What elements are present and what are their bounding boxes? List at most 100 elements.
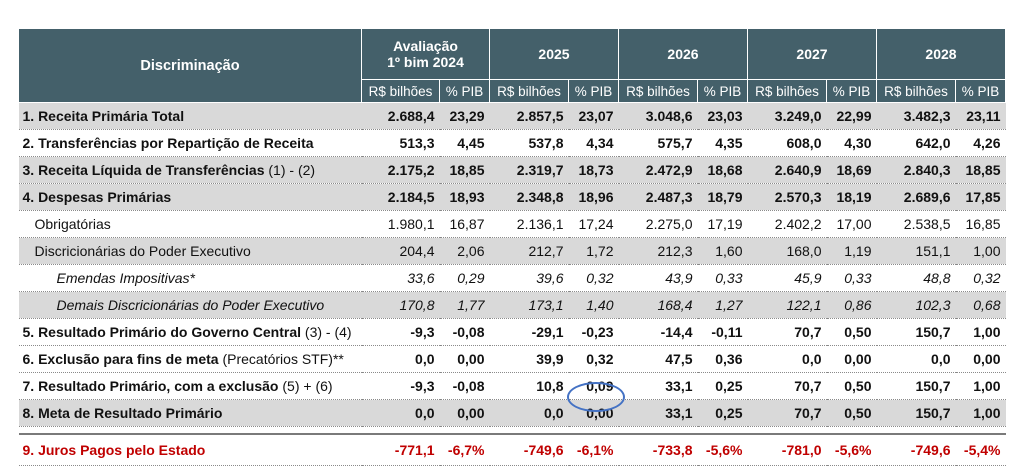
cell-rs-bilhoes: 122,1 — [747, 291, 827, 319]
table-row: 1. Receita Primária Total 2.688,4 23,29 2.8… — [18, 102, 1006, 130]
cell-rs-bilhoes: -29,1 — [489, 318, 569, 346]
cell-rs-bilhoes: 170,8 — [361, 291, 440, 319]
cell-pct-pib: 2,06 — [439, 237, 490, 265]
cell-pct-pib: 0,33 — [826, 264, 877, 292]
cell-rs-bilhoes: 33,1 — [618, 372, 698, 400]
cell-rs-bilhoes: 575,7 — [618, 129, 698, 157]
cell-rs-bilhoes: 173,1 — [489, 291, 569, 319]
separator-cell — [489, 426, 569, 434]
juros-rs-bilhoes: -771,1 — [361, 433, 440, 466]
row-label-text: 2. Transferências por Repartição de Rece… — [22, 135, 314, 151]
row-label-text: 4. Despesas Primárias — [22, 189, 172, 205]
row-label: 3. Receita Líquida de Transferências (1)… — [18, 156, 362, 184]
cell-rs-bilhoes: 3.482,3 — [876, 102, 956, 130]
row-label: 4. Despesas Primárias — [18, 183, 362, 211]
table-row: 5. Resultado Primário do Governo Central… — [18, 318, 1006, 346]
header-discriminacao: Discriminação — [18, 28, 362, 103]
separator-cell — [826, 426, 877, 434]
table-row: 6. Exclusão para fins de meta (Precatóri… — [18, 345, 1006, 373]
header-year-2027: 2027 — [747, 28, 877, 80]
cell-rs-bilhoes: 2.487,3 — [618, 183, 698, 211]
cell-pct-pib: 1,00 — [955, 318, 1006, 346]
row-label: Emendas Impositivas* — [18, 264, 362, 292]
row-label-text: 7. Resultado Primário, com a exclusão — [22, 378, 279, 394]
cell-pct-pib: 17,19 — [697, 210, 748, 238]
row-label-text: Obrigatórias — [34, 216, 111, 232]
juros-rs-bilhoes: -781,0 — [747, 433, 827, 466]
juros-pct-pib: -5,6% — [826, 433, 877, 466]
cell-pct-pib: 0,33 — [697, 264, 748, 292]
fiscal-projection-table: Discriminação Avaliação 1º bim 2024 2025… — [18, 28, 1006, 466]
cell-rs-bilhoes: 150,7 — [876, 399, 956, 427]
cell-pct-pib: 0,32 — [568, 264, 619, 292]
cell-pct-pib: 0,36 — [697, 345, 748, 373]
cell-pct-pib: 18,96 — [568, 183, 619, 211]
cell-rs-bilhoes: 168,0 — [747, 237, 827, 265]
row-label: Discricionárias do Poder Executivo — [18, 237, 362, 265]
subheader-rs: R$ bilhões — [489, 79, 569, 103]
cell-rs-bilhoes: 608,0 — [747, 129, 827, 157]
cell-rs-bilhoes: 2.688,4 — [361, 102, 440, 130]
cell-pct-pib: -0,08 — [439, 372, 490, 400]
cell-pct-pib: 0,25 — [697, 399, 748, 427]
cell-rs-bilhoes: 3.249,0 — [747, 102, 827, 130]
row-label: 2. Transferências por Repartição de Rece… — [18, 129, 362, 157]
separator-cell — [618, 426, 698, 434]
cell-rs-bilhoes: 39,9 — [489, 345, 569, 373]
header-year-2028: 2028 — [876, 28, 1006, 80]
row-label-text: 1. Receita Primária Total — [22, 108, 185, 124]
separator-cell — [361, 426, 440, 434]
juros-rs-bilhoes: -733,8 — [618, 433, 698, 466]
juros-pct-pib: -5,4% — [955, 433, 1006, 466]
cell-pct-pib: 0,50 — [826, 399, 877, 427]
subheader-pib: % PIB — [439, 79, 490, 103]
cell-rs-bilhoes: 2.175,2 — [361, 156, 440, 184]
cell-pct-pib: 18,93 — [439, 183, 490, 211]
cell-rs-bilhoes: 70,7 — [747, 399, 827, 427]
cell-rs-bilhoes: 2.840,3 — [876, 156, 956, 184]
separator-cell — [18, 426, 362, 434]
juros-pct-pib: -5,6% — [697, 433, 748, 466]
cell-pct-pib: 1,77 — [439, 291, 490, 319]
cell-rs-bilhoes: 513,3 — [361, 129, 440, 157]
cell-rs-bilhoes: -9,3 — [361, 372, 440, 400]
table-row: Obrigatórias 1.980,1 16,87 2.136,1 17,24 2.27… — [18, 210, 1006, 238]
cell-pct-pib: 18,68 — [697, 156, 748, 184]
cell-rs-bilhoes: 0,0 — [361, 399, 440, 427]
fiscal-table-container: Discriminação Avaliação 1º bim 2024 2025… — [18, 28, 1006, 466]
subheader-pib: % PIB — [826, 79, 877, 103]
row-label-text: 8. Meta de Resultado Primário — [22, 405, 223, 421]
table-row: Discricionárias do Poder Executivo 204,4 2… — [18, 237, 1006, 265]
cell-pct-pib: 23,03 — [697, 102, 748, 130]
header-year-2025: 2025 — [489, 28, 619, 80]
cell-pct-pib: 0,50 — [826, 318, 877, 346]
cell-pct-pib: 0,00 — [439, 345, 490, 373]
cell-pct-pib: 18,85 — [439, 156, 490, 184]
row-label: 7. Resultado Primário, com a exclusão (5… — [18, 372, 362, 400]
row-label: 6. Exclusão para fins de meta (Precatóri… — [18, 345, 362, 373]
row-label-text: 3. Receita Líquida de Transferências — [22, 162, 265, 178]
cell-rs-bilhoes: 212,3 — [618, 237, 698, 265]
cell-pct-pib: 17,24 — [568, 210, 619, 238]
row-label-text: 5. Resultado Primário do Governo Central — [22, 324, 302, 340]
cell-pct-pib: 0,86 — [826, 291, 877, 319]
cell-pct-pib: 22,99 — [826, 102, 877, 130]
cell-pct-pib: 18,69 — [826, 156, 877, 184]
cell-rs-bilhoes: 48,8 — [876, 264, 956, 292]
cell-pct-pib: 0,00 — [826, 345, 877, 373]
row-label-text: Emendas Impositivas* — [56, 270, 196, 286]
cell-rs-bilhoes: 150,7 — [876, 318, 956, 346]
cell-pct-pib: 4,26 — [955, 129, 1006, 157]
row-label: Obrigatórias — [18, 210, 362, 238]
cell-pct-pib: 4,35 — [697, 129, 748, 157]
cell-pct-pib: 18,79 — [697, 183, 748, 211]
row-label: Demais Discricionárias do Poder Executiv… — [18, 291, 362, 319]
header-avaliacao: Avaliação 1º bim 2024 — [361, 28, 490, 80]
row-label-text: Discricionárias do Poder Executivo — [34, 243, 251, 259]
cell-pct-pib: 4,34 — [568, 129, 619, 157]
juros-pct-pib: -6,7% — [439, 433, 490, 466]
table-row: Emendas Impositivas* 33,6 0,29 39,6 0,32 43,9… — [18, 264, 1006, 292]
cell-pct-pib: 0,50 — [826, 372, 877, 400]
table-row: 8. Meta de Resultado Primário 0,0 0,00 0,0 0… — [18, 399, 1006, 427]
cell-rs-bilhoes: 33,1 — [618, 399, 698, 427]
